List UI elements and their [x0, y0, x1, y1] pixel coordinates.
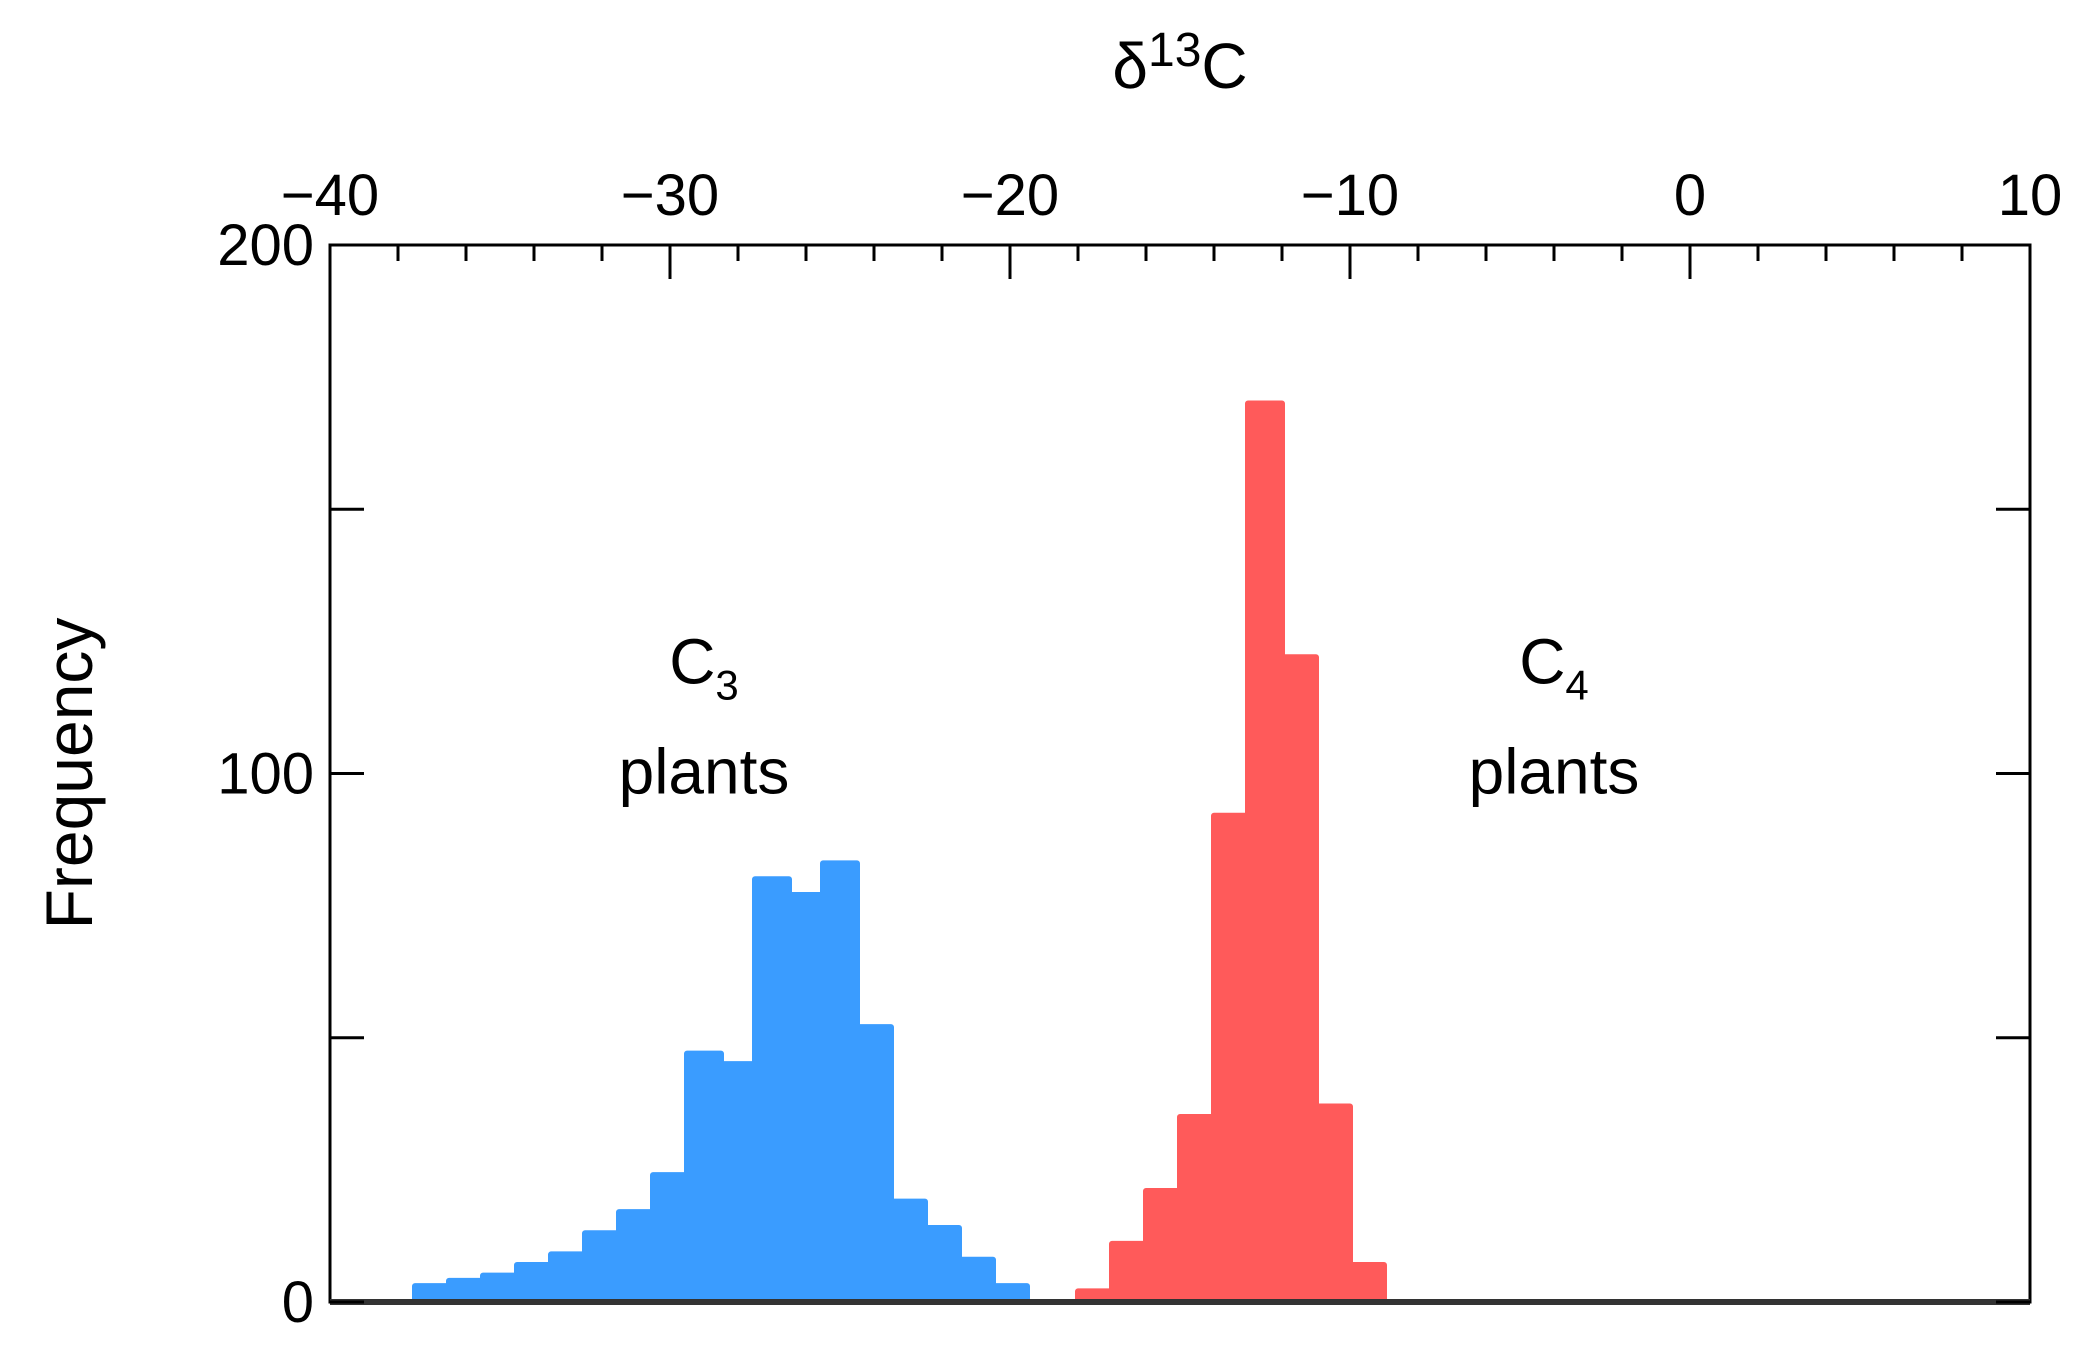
series-label-1-line2: plants — [619, 736, 790, 808]
tick-marks — [328, 243, 2032, 1304]
bar-series-1-bin-8 — [650, 1172, 690, 1306]
bar-series-1-bin-4 — [514, 1262, 554, 1306]
bar-series-1-bin-2 — [446, 1277, 486, 1305]
bar-series-1-bin-5 — [548, 1251, 588, 1306]
series-label-2-base: C — [1519, 626, 1565, 698]
x-tick-label: 10 — [1998, 163, 2063, 228]
bars-layer — [412, 400, 1387, 1306]
series-label-1-subscript: 3 — [715, 662, 738, 709]
bar-series-2-bin-6 — [1245, 400, 1285, 1305]
y-tick-labels: 0 100 200 — [217, 213, 314, 1335]
x-tick-label: 0 — [1674, 163, 1706, 228]
bar-series-2-bin-4 — [1177, 1114, 1217, 1306]
x-axis-title-symbol: δ — [1112, 30, 1148, 102]
series-label-2-name: C4 — [1519, 626, 1589, 709]
x-tick-label: −40 — [281, 163, 379, 228]
bar-series-1-bin-6 — [582, 1230, 622, 1306]
y-tick-label: 0 — [282, 1270, 314, 1335]
bar-series-1-bin-13 — [820, 860, 860, 1305]
x-tick-label: −20 — [961, 163, 1059, 228]
bar-series-1-bin-16 — [922, 1225, 962, 1306]
bar-series-1-bin-17 — [956, 1256, 996, 1305]
x-axis-title-base: C — [1201, 30, 1247, 102]
bar-series-2-bin-9 — [1347, 1262, 1387, 1306]
bar-series-2-bin-7 — [1279, 654, 1319, 1305]
bar-series-1-bin-3 — [480, 1272, 520, 1305]
bar-series-2-bin-2 — [1109, 1240, 1149, 1305]
bar-series-2-bin-5 — [1211, 812, 1251, 1306]
bar-series-1-bin-10 — [718, 1061, 758, 1306]
series-label-2-line2: plants — [1469, 736, 1640, 808]
series-label-2-subscript: 4 — [1565, 662, 1588, 709]
bar-series-1-bin-9 — [684, 1050, 724, 1305]
x-axis-title: δ13C — [1112, 24, 1247, 102]
x-axis-title-superscript: 13 — [1148, 24, 1201, 77]
bar-series-2-bin-3 — [1143, 1188, 1183, 1306]
bar-series-1-bin-11 — [752, 876, 792, 1305]
series-label-1-base: C — [669, 626, 715, 698]
bar-series-1-bin-12 — [786, 892, 826, 1305]
y-axis-title: Frequency — [32, 618, 106, 930]
bar-series-2-bin-8 — [1313, 1103, 1353, 1305]
y-tick-label: 100 — [217, 742, 314, 807]
bar-series-1-bin-15 — [888, 1198, 928, 1305]
bar-series-1-bin-14 — [854, 1024, 894, 1306]
x-tick-label: −30 — [621, 163, 719, 228]
bar-series-1-bin-7 — [616, 1209, 656, 1306]
x-tick-labels: −40 −30 −20 −10 0 10 — [281, 163, 2062, 228]
x-tick-label: −10 — [1301, 163, 1399, 228]
y-tick-label: 200 — [217, 213, 314, 278]
series-label-1-name: C3 — [669, 626, 739, 709]
